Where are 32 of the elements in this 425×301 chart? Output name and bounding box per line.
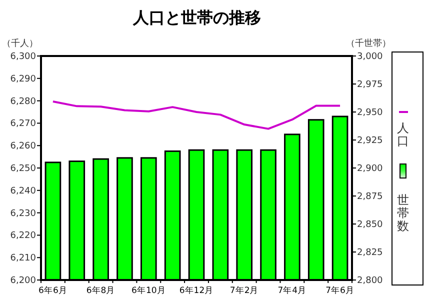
- y2-tick-label: 2,875: [357, 192, 383, 202]
- y2-tick-label: 2,950: [357, 108, 384, 118]
- y-tick-label: 6,240: [10, 186, 36, 196]
- y2-tick-label: 2,925: [357, 136, 383, 146]
- y-tick-label: 6,260: [10, 142, 36, 152]
- y2-axis-title: （千世帯）: [346, 38, 391, 49]
- y-tick-label: 6,250: [10, 164, 36, 174]
- x-tick-label: 6年10月: [132, 285, 166, 296]
- x-tick-label: 7年2月: [230, 285, 259, 296]
- chart-title: 人口と世帯の推移: [132, 8, 261, 27]
- x-tick-label: 6年12月: [179, 285, 214, 296]
- y2-tick-label: 2,825: [357, 248, 383, 258]
- y2-tick-label: 3,000: [357, 52, 384, 62]
- y2-tick-label: 2,850: [357, 220, 384, 230]
- y-tick-label: 6,280: [10, 96, 36, 107]
- y-tick-label: 6,210: [10, 254, 36, 264]
- x-tick-label: 6年6月: [38, 285, 68, 296]
- x-tick-label: 7年4月: [278, 285, 307, 296]
- y2-tick-label: 2,800: [357, 276, 384, 286]
- y-tick-label: 6,290: [10, 74, 36, 84]
- y-tick-label: 6,200: [10, 276, 36, 286]
- y-axis-title: （千人）: [2, 38, 38, 49]
- legend-label: 人口: [397, 121, 409, 148]
- y2-tick-label: 2,975: [357, 80, 383, 90]
- y-tick-label: 6,220: [10, 231, 36, 242]
- legend: 人口 世帯数: [392, 52, 424, 286]
- x-tick-label: 7年6月: [326, 285, 354, 296]
- y-tick-label: 6,270: [10, 119, 36, 130]
- y2-tick-label: 2,900: [357, 164, 384, 174]
- y-tick-label: 6,230: [10, 208, 36, 219]
- y-tick-label: 6,300: [10, 52, 36, 62]
- x-tick-label: 6年8月: [86, 285, 116, 296]
